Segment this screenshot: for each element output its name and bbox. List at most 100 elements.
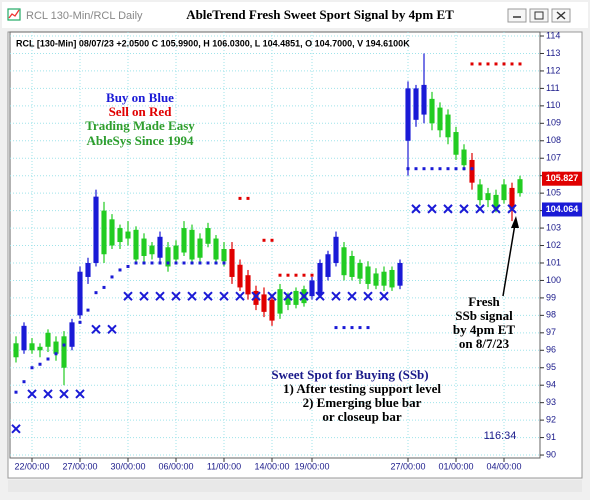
signal-dot — [54, 352, 58, 356]
signal-dot — [278, 273, 282, 277]
candle-body — [277, 289, 283, 314]
candle-body — [373, 273, 379, 286]
candle-body — [53, 341, 59, 354]
signal-x — [43, 389, 53, 399]
candle-body — [237, 264, 243, 288]
signal-x — [267, 291, 277, 301]
legend-text: AbleSys Since 1994 — [87, 133, 194, 148]
signal-x — [363, 291, 373, 301]
candle-body — [165, 247, 171, 267]
candle-body — [181, 228, 187, 253]
candle-body — [269, 299, 275, 321]
y-tick-label: 96 — [546, 345, 556, 355]
y-tick-label: 91 — [546, 432, 556, 442]
y-tick-label: 109 — [546, 118, 561, 128]
signal-x — [59, 389, 69, 399]
candle-body — [349, 255, 355, 277]
signal-x — [491, 204, 501, 214]
candle-body — [517, 179, 523, 194]
candle-body — [101, 210, 107, 255]
signal-dot — [126, 264, 130, 268]
y-tick-label: 107 — [546, 153, 561, 163]
arrow-head — [511, 216, 519, 228]
candle-body — [341, 247, 347, 276]
candle-body — [365, 266, 371, 284]
signal-x — [347, 291, 357, 301]
annotation: Fresh — [468, 294, 500, 309]
candle-body — [493, 194, 499, 209]
signal-x — [331, 291, 341, 301]
legend-text: Buy on Blue — [106, 90, 174, 105]
candle-body — [429, 98, 435, 124]
candle-body — [149, 245, 155, 255]
y-tick-label: 94 — [546, 380, 556, 390]
signal-dot — [14, 390, 18, 394]
candle-body — [437, 107, 443, 131]
last-price-box — [542, 171, 582, 186]
annotation-arrow — [502, 223, 516, 297]
signal-dot — [302, 273, 306, 277]
y-tick-label: 101 — [546, 257, 561, 267]
x-tick-label: 06/00:00 — [158, 461, 193, 471]
candle-body — [141, 238, 147, 256]
signal-dot — [446, 167, 450, 171]
y-tick-label: 90 — [546, 449, 556, 459]
candle-body — [309, 280, 315, 297]
signal-x — [251, 291, 261, 301]
candle-body — [245, 275, 251, 295]
maximize-button[interactable] — [529, 8, 549, 23]
signal-dot — [102, 285, 106, 289]
signal-dot — [310, 273, 314, 277]
x-tick-label: 14/00:00 — [254, 461, 289, 471]
minimize-button[interactable] — [507, 8, 527, 23]
signal-x — [171, 291, 181, 301]
signal-dot — [142, 261, 146, 265]
candle-body — [453, 132, 459, 155]
signal-x — [11, 424, 21, 434]
signal-dot — [334, 326, 338, 330]
signal-x — [27, 389, 37, 399]
info-line: RCL [130-Min] 08/07/23 +2.0500 C 105.990… — [16, 38, 410, 48]
signal-dot — [406, 167, 410, 171]
signal-x — [411, 204, 421, 214]
signal-x — [155, 291, 165, 301]
signal-x — [315, 291, 325, 301]
candle-body — [13, 343, 19, 358]
signal-dot — [246, 196, 250, 200]
candle-body — [21, 325, 27, 351]
signal-dot — [518, 62, 522, 66]
maximize-icon — [534, 11, 544, 20]
signal-dot — [62, 343, 66, 347]
candle-body — [93, 196, 99, 263]
signal-dot — [78, 320, 82, 324]
candle-body — [117, 228, 123, 243]
plot-area: 9091929394959697989910010110210310410510… — [9, 30, 582, 471]
signal-dot — [174, 261, 178, 265]
signal-dot — [430, 167, 434, 171]
annotation: 1) After testing support level — [283, 381, 441, 396]
last-price-label: 105.827 — [546, 173, 579, 183]
signal-price-box — [542, 202, 582, 217]
candle-body — [85, 262, 91, 277]
x-tick-label: 27/00:00 — [62, 461, 97, 471]
candle-body — [205, 228, 211, 244]
annotation: Sweet Spot for Buying (SSb) — [271, 367, 428, 382]
x-tick-label: 19/00:00 — [294, 461, 329, 471]
candle-body — [445, 114, 451, 138]
signal-dot — [454, 167, 458, 171]
signal-dot — [198, 261, 202, 265]
candle-body — [405, 88, 411, 141]
candle-body — [501, 184, 507, 201]
scroll-bar[interactable] — [8, 480, 582, 492]
annotation: or closeup bar — [322, 409, 401, 424]
annotation: by 4pm ET — [453, 322, 515, 337]
signal-dot — [150, 261, 154, 265]
signal-x — [187, 291, 197, 301]
candle-body — [173, 245, 179, 260]
candle-body — [133, 229, 139, 260]
signal-dot — [214, 261, 218, 265]
y-tick-label: 111 — [546, 83, 560, 93]
legend-text: Sell on Red — [109, 104, 173, 119]
